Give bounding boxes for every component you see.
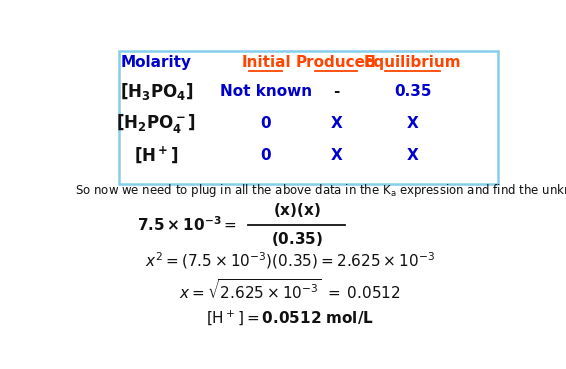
Text: Molarity: Molarity <box>121 55 192 70</box>
Text: Not known: Not known <box>220 84 312 99</box>
Text: -: - <box>333 84 340 99</box>
Text: Equilibrium: Equilibrium <box>364 55 462 70</box>
Text: 0: 0 <box>260 148 271 163</box>
Text: X: X <box>407 116 419 131</box>
Text: $[\mathrm{H^+}]=\mathbf{0.0512\ mol/L}$: $[\mathrm{H^+}]=\mathbf{0.0512\ mol/L}$ <box>206 308 374 327</box>
FancyBboxPatch shape <box>119 51 499 183</box>
Text: $\mathbf{7.5\times10^{-3}}=$: $\mathbf{7.5\times10^{-3}}=$ <box>138 215 238 234</box>
Text: $x=\sqrt{2.625\times10^{-3}}\;=\;0.0512$: $x=\sqrt{2.625\times10^{-3}}\;=\;0.0512$ <box>179 278 401 302</box>
Text: Initial: Initial <box>241 55 291 70</box>
Text: Produced: Produced <box>296 55 376 70</box>
Text: $\mathbf{(x)(x)}$: $\mathbf{(x)(x)}$ <box>273 201 321 219</box>
Text: X: X <box>330 116 342 131</box>
Text: 0.35: 0.35 <box>394 84 432 99</box>
Text: So now we need to plug in all the above data in the $\mathrm{K_a}$ expression an: So now we need to plug in all the above … <box>75 182 566 199</box>
Text: $\mathbf{[H_3PO_4]}$: $\mathbf{[H_3PO_4]}$ <box>119 81 193 102</box>
Text: X: X <box>407 148 419 163</box>
Text: $\mathbf{[H_2PO_4^-]}$: $\mathbf{[H_2PO_4^-]}$ <box>117 112 196 135</box>
Text: $\mathbf{[H^+]}$: $\mathbf{[H^+]}$ <box>134 145 179 165</box>
Text: $\mathbf{(0.35)}$: $\mathbf{(0.35)}$ <box>271 231 323 248</box>
Text: $x^2=(7.5\times10^{-3})(0.35)=2.625\times10^{-3}$: $x^2=(7.5\times10^{-3})(0.35)=2.625\time… <box>145 250 435 270</box>
Text: X: X <box>330 148 342 163</box>
Text: 0: 0 <box>260 116 271 131</box>
